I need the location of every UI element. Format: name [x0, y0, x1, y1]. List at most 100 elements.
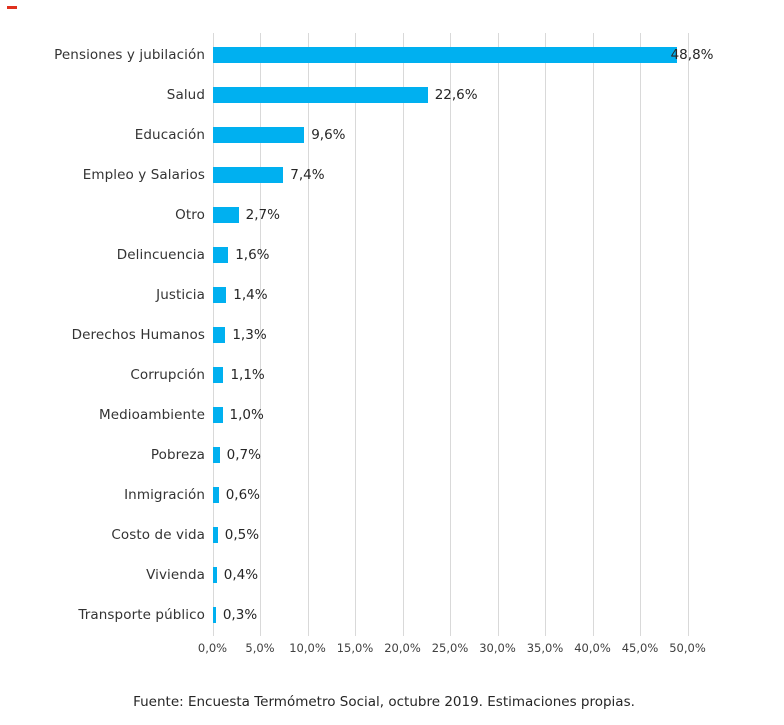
bar-chart: Pensiones y jubilación 48,8% Salud 22,6% Edu… — [0, 33, 784, 655]
bar-row: Educación 9,6% — [0, 115, 784, 155]
bar-track: 1,4% — [213, 287, 268, 303]
category-label: Justicia — [156, 287, 205, 303]
bar-track: 1,1% — [213, 367, 265, 383]
bar-row: Corrupción 1,1% — [0, 355, 784, 395]
category-label: Transporte público — [78, 607, 205, 623]
bar-track: 22,6% — [213, 87, 478, 103]
bar-row: Pensiones y jubilación 48,8% — [0, 35, 784, 75]
value-label: 0,4% — [223, 567, 259, 583]
category-label: Pensiones y jubilación — [54, 47, 205, 63]
bar-row: Otro 2,7% — [0, 195, 784, 235]
bar-row: Justicia 1,4% — [0, 275, 784, 315]
value-label: 0,7% — [226, 447, 261, 463]
bar-row: Costo de vida 0,5% — [0, 515, 784, 555]
category-label: Vivienda — [146, 567, 205, 583]
x-tick-label: 50,0% — [669, 641, 706, 655]
bar-track: 0,6% — [213, 487, 260, 503]
bar — [213, 607, 216, 623]
bar-row: Derechos Humanos 1,3% — [0, 315, 784, 355]
gridline — [497, 33, 499, 636]
bar-row: Pobreza 0,7% — [0, 435, 784, 475]
category-label: Corrupción — [130, 367, 205, 383]
x-tick-label: 45,0% — [621, 641, 659, 655]
gridline — [260, 33, 261, 636]
bar-row: Transporte público 0,3% — [0, 595, 784, 635]
category-label: Derechos Humanos — [71, 327, 205, 343]
bar-track: 1,6% — [213, 247, 270, 263]
bar-track: 0,3% — [213, 607, 257, 623]
bar — [213, 407, 223, 423]
bar — [213, 367, 224, 383]
bar — [213, 527, 218, 543]
category-label: Costo de vida — [111, 527, 205, 543]
bar-track: 0,4% — [213, 567, 258, 583]
bar-track: 0,5% — [213, 527, 259, 543]
red-marker — [7, 6, 17, 9]
bar-track: 1,3% — [213, 327, 267, 343]
value-label: 1,6% — [235, 247, 270, 263]
gridline — [402, 33, 404, 636]
bar-track: 2,7% — [213, 207, 280, 223]
value-label: 2,7% — [245, 207, 280, 223]
bar-track: 0,7% — [213, 447, 261, 463]
bar — [213, 167, 284, 183]
value-label: 22,6% — [434, 87, 478, 103]
bar-row: Vivienda 0,4% — [0, 555, 784, 595]
category-label: Medioambiente — [98, 407, 205, 423]
bar — [213, 247, 229, 263]
x-tick-label: 40,0% — [574, 641, 611, 655]
value-label: 1,4% — [233, 287, 268, 303]
x-tick-label: 35,0% — [526, 641, 564, 655]
bar — [213, 447, 220, 463]
bar — [213, 287, 227, 303]
x-tick-label: 10,0% — [289, 641, 326, 655]
bar — [213, 47, 677, 63]
bar — [213, 87, 428, 103]
x-tick-label: 0,0% — [197, 641, 228, 655]
bar-track: 48,8% — [213, 47, 713, 63]
gridline — [450, 33, 451, 636]
bar-row: Empleo y Salarios 7,4% — [0, 155, 784, 195]
bar-row: Medioambiente 1,0% — [0, 395, 784, 435]
value-label: 0,3% — [222, 607, 258, 623]
source-note: Fuente: Encuesta Termómetro Social, octu… — [133, 694, 635, 710]
bar — [213, 327, 226, 343]
value-label: 9,6% — [311, 127, 346, 143]
category-label: Otro — [175, 207, 205, 223]
bar — [213, 207, 239, 223]
value-label: 7,4% — [290, 167, 325, 183]
bar-track: 1,0% — [213, 407, 264, 423]
category-label: Salud — [166, 87, 205, 103]
x-tick-label: 5,0% — [245, 641, 275, 655]
gridline — [545, 33, 546, 636]
category-label: Delincuencia — [116, 247, 205, 263]
x-tick-label: 25,0% — [431, 641, 469, 655]
bar — [213, 567, 217, 583]
bar-row: Inmigración 0,6% — [0, 475, 784, 515]
category-label: Pobreza — [150, 447, 205, 463]
bar-row: Delincuencia 1,6% — [0, 235, 784, 275]
value-label: 1,0% — [229, 407, 264, 423]
gridline — [640, 33, 641, 636]
category-label: Inmigración — [124, 487, 205, 503]
value-label: 48,8% — [670, 47, 714, 63]
category-label: Empleo y Salarios — [82, 167, 205, 183]
gridline — [355, 33, 356, 636]
bar-row: Salud 22,6% — [0, 75, 784, 115]
value-label: 0,6% — [225, 487, 260, 503]
x-tick-label: 20,0% — [384, 641, 421, 655]
value-label: 0,5% — [224, 527, 260, 543]
gridline — [307, 33, 309, 636]
gridline — [687, 33, 689, 636]
value-label: 1,3% — [232, 327, 267, 343]
gridline — [592, 33, 594, 636]
bar — [213, 487, 219, 503]
x-tick-label: 15,0% — [336, 641, 374, 655]
bar-track: 7,4% — [213, 167, 325, 183]
category-label: Educación — [134, 127, 205, 143]
x-tick-label: 30,0% — [479, 641, 516, 655]
value-label: 1,1% — [230, 367, 265, 383]
bar-track: 9,6% — [213, 127, 346, 143]
bar — [213, 127, 305, 143]
